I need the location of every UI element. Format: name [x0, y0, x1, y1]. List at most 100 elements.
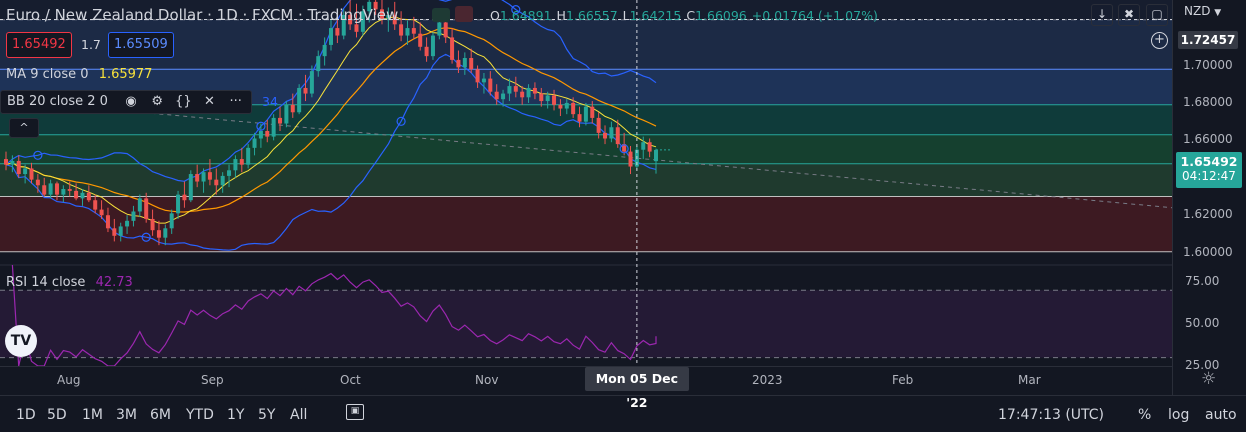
candle-body: [628, 151, 633, 167]
candle-body: [590, 106, 595, 118]
candle-body: [494, 91, 499, 100]
tradingview-logo-icon[interactable]: TV: [5, 325, 37, 357]
price-tick-label: 1.66000: [1183, 132, 1233, 147]
candle-body: [118, 226, 123, 236]
fib-zone: [0, 134, 1172, 164]
bb-legend[interactable]: BB 20 close 2 0 ◉ ⚙ {} ✕ ···: [0, 90, 252, 114]
ma-label: MA 9 close 0: [6, 67, 89, 82]
candle-body: [329, 28, 333, 45]
currency-selector[interactable]: NZD ▼: [1184, 4, 1221, 18]
candle-body: [526, 87, 531, 98]
rsi-legend[interactable]: RSI 14 close 42.73: [6, 272, 133, 294]
rsi-value: 42.73: [95, 275, 133, 290]
candle-body: [341, 14, 346, 36]
candle-body: [290, 104, 295, 113]
candle-body: [513, 86, 518, 92]
buy-price-button[interactable]: 1.65509: [108, 32, 174, 58]
ma-legend[interactable]: MA 9 close 0 1.65977: [6, 64, 152, 86]
ohlc-item: H1.66557: [557, 8, 618, 23]
candle-body: [258, 131, 263, 139]
candle-body: [532, 87, 537, 94]
ohlc-item: C1.66096: [686, 8, 746, 23]
timeframe-3m[interactable]: 3M: [116, 407, 137, 423]
clock-label[interactable]: 17:47:13 (UTC): [998, 407, 1105, 423]
rsi-label: RSI 14 close: [6, 275, 86, 290]
month-label: Nov: [475, 373, 499, 387]
collapse-legend-button[interactable]: ^: [9, 118, 39, 138]
current-price-label: 1.65492: [1180, 154, 1238, 169]
candle-body: [297, 87, 302, 113]
candle-body: [303, 87, 308, 94]
timeframe-5d[interactable]: 5D: [47, 407, 67, 423]
candle-body: [207, 172, 212, 180]
candle-body: [360, 11, 365, 32]
candle-body: [501, 93, 506, 100]
collapse-icon[interactable]: ✖: [1118, 4, 1140, 26]
candle-body: [93, 200, 98, 210]
time-axis[interactable]: [0, 366, 1172, 395]
candle-body: [399, 24, 404, 36]
timeframe-5y[interactable]: 5Y: [258, 407, 276, 423]
bb-label: BB 20 close 2 0: [7, 94, 108, 109]
price-axis[interactable]: [1172, 0, 1246, 395]
candle-body: [188, 174, 193, 201]
ohlc-key: C: [686, 8, 696, 23]
candle-body: [405, 28, 410, 36]
rsi-tick-label: 75.00: [1185, 273, 1220, 288]
candle-body: [456, 59, 461, 68]
month-label: Mar: [1018, 373, 1041, 387]
add-alert-icon[interactable]: +: [1151, 32, 1168, 49]
timeframe-1d[interactable]: 1D: [16, 407, 36, 423]
ohlc-item: O1.64891: [490, 8, 552, 23]
timeframe-1m[interactable]: 1M: [82, 407, 103, 423]
symbol-title[interactable]: Euro / New Zealand Dollar · 1D · FXCM · …: [6, 6, 399, 24]
candle-body: [137, 198, 142, 212]
candle-body: [48, 183, 53, 195]
close-icon[interactable]: ✕: [204, 94, 215, 109]
candle-body: [475, 69, 480, 83]
fib-zones: [0, 0, 1172, 253]
auto-toggle[interactable]: auto: [1205, 407, 1237, 423]
rsi-band: [0, 290, 1172, 358]
more-icon[interactable]: ···: [229, 94, 242, 109]
bb-marker: [33, 150, 43, 160]
percent-toggle[interactable]: %: [1138, 407, 1152, 423]
eye-icon[interactable]: ◉: [125, 94, 137, 109]
candle-body: [284, 104, 289, 124]
goto-date-icon[interactable]: ▣: [346, 404, 364, 420]
price-tick-label: 1.62000: [1183, 207, 1233, 222]
candle-body: [112, 228, 117, 236]
code-icon[interactable]: {}: [175, 94, 192, 109]
timeframe-ytd[interactable]: YTD: [186, 407, 214, 423]
candle-body: [386, 14, 391, 19]
settings-sun-icon[interactable]: ☼: [1201, 369, 1217, 389]
candle-body: [539, 93, 544, 102]
month-label: Sep: [201, 373, 224, 387]
chevron-up-icon: ^: [19, 121, 29, 134]
sell-price-button[interactable]: 1.65492: [6, 32, 72, 58]
countdown-label: 04:12:47: [1182, 169, 1236, 183]
timeframe-1y[interactable]: 1Y: [227, 407, 245, 423]
candle-body: [481, 78, 486, 83]
candle-body: [411, 28, 416, 34]
spread-value: 1.7: [81, 37, 101, 52]
price-tick-label: 1.60000: [1183, 244, 1233, 259]
candle-body: [603, 132, 608, 139]
alert-icon[interactable]: [455, 6, 473, 22]
candle-body: [647, 142, 652, 152]
market-status-dot: [432, 8, 450, 22]
ohlc-value: 1.66557: [565, 8, 618, 23]
candle-body: [564, 102, 569, 109]
bb-basis-line: [5, 27, 657, 213]
scroll-down-icon[interactable]: ↓: [1091, 4, 1113, 26]
gear-icon[interactable]: ⚙: [151, 94, 164, 109]
timeframe-6m[interactable]: 6M: [150, 407, 171, 423]
fullscreen-icon[interactable]: ▢: [1146, 4, 1168, 26]
crosshair-date-label: Mon 05 Dec '22: [584, 367, 689, 410]
candle-body: [16, 160, 21, 175]
log-toggle[interactable]: log: [1168, 407, 1190, 423]
candle-body: [169, 213, 174, 229]
timeframe-all[interactable]: All: [290, 407, 308, 423]
fib-zone: [0, 196, 1172, 252]
